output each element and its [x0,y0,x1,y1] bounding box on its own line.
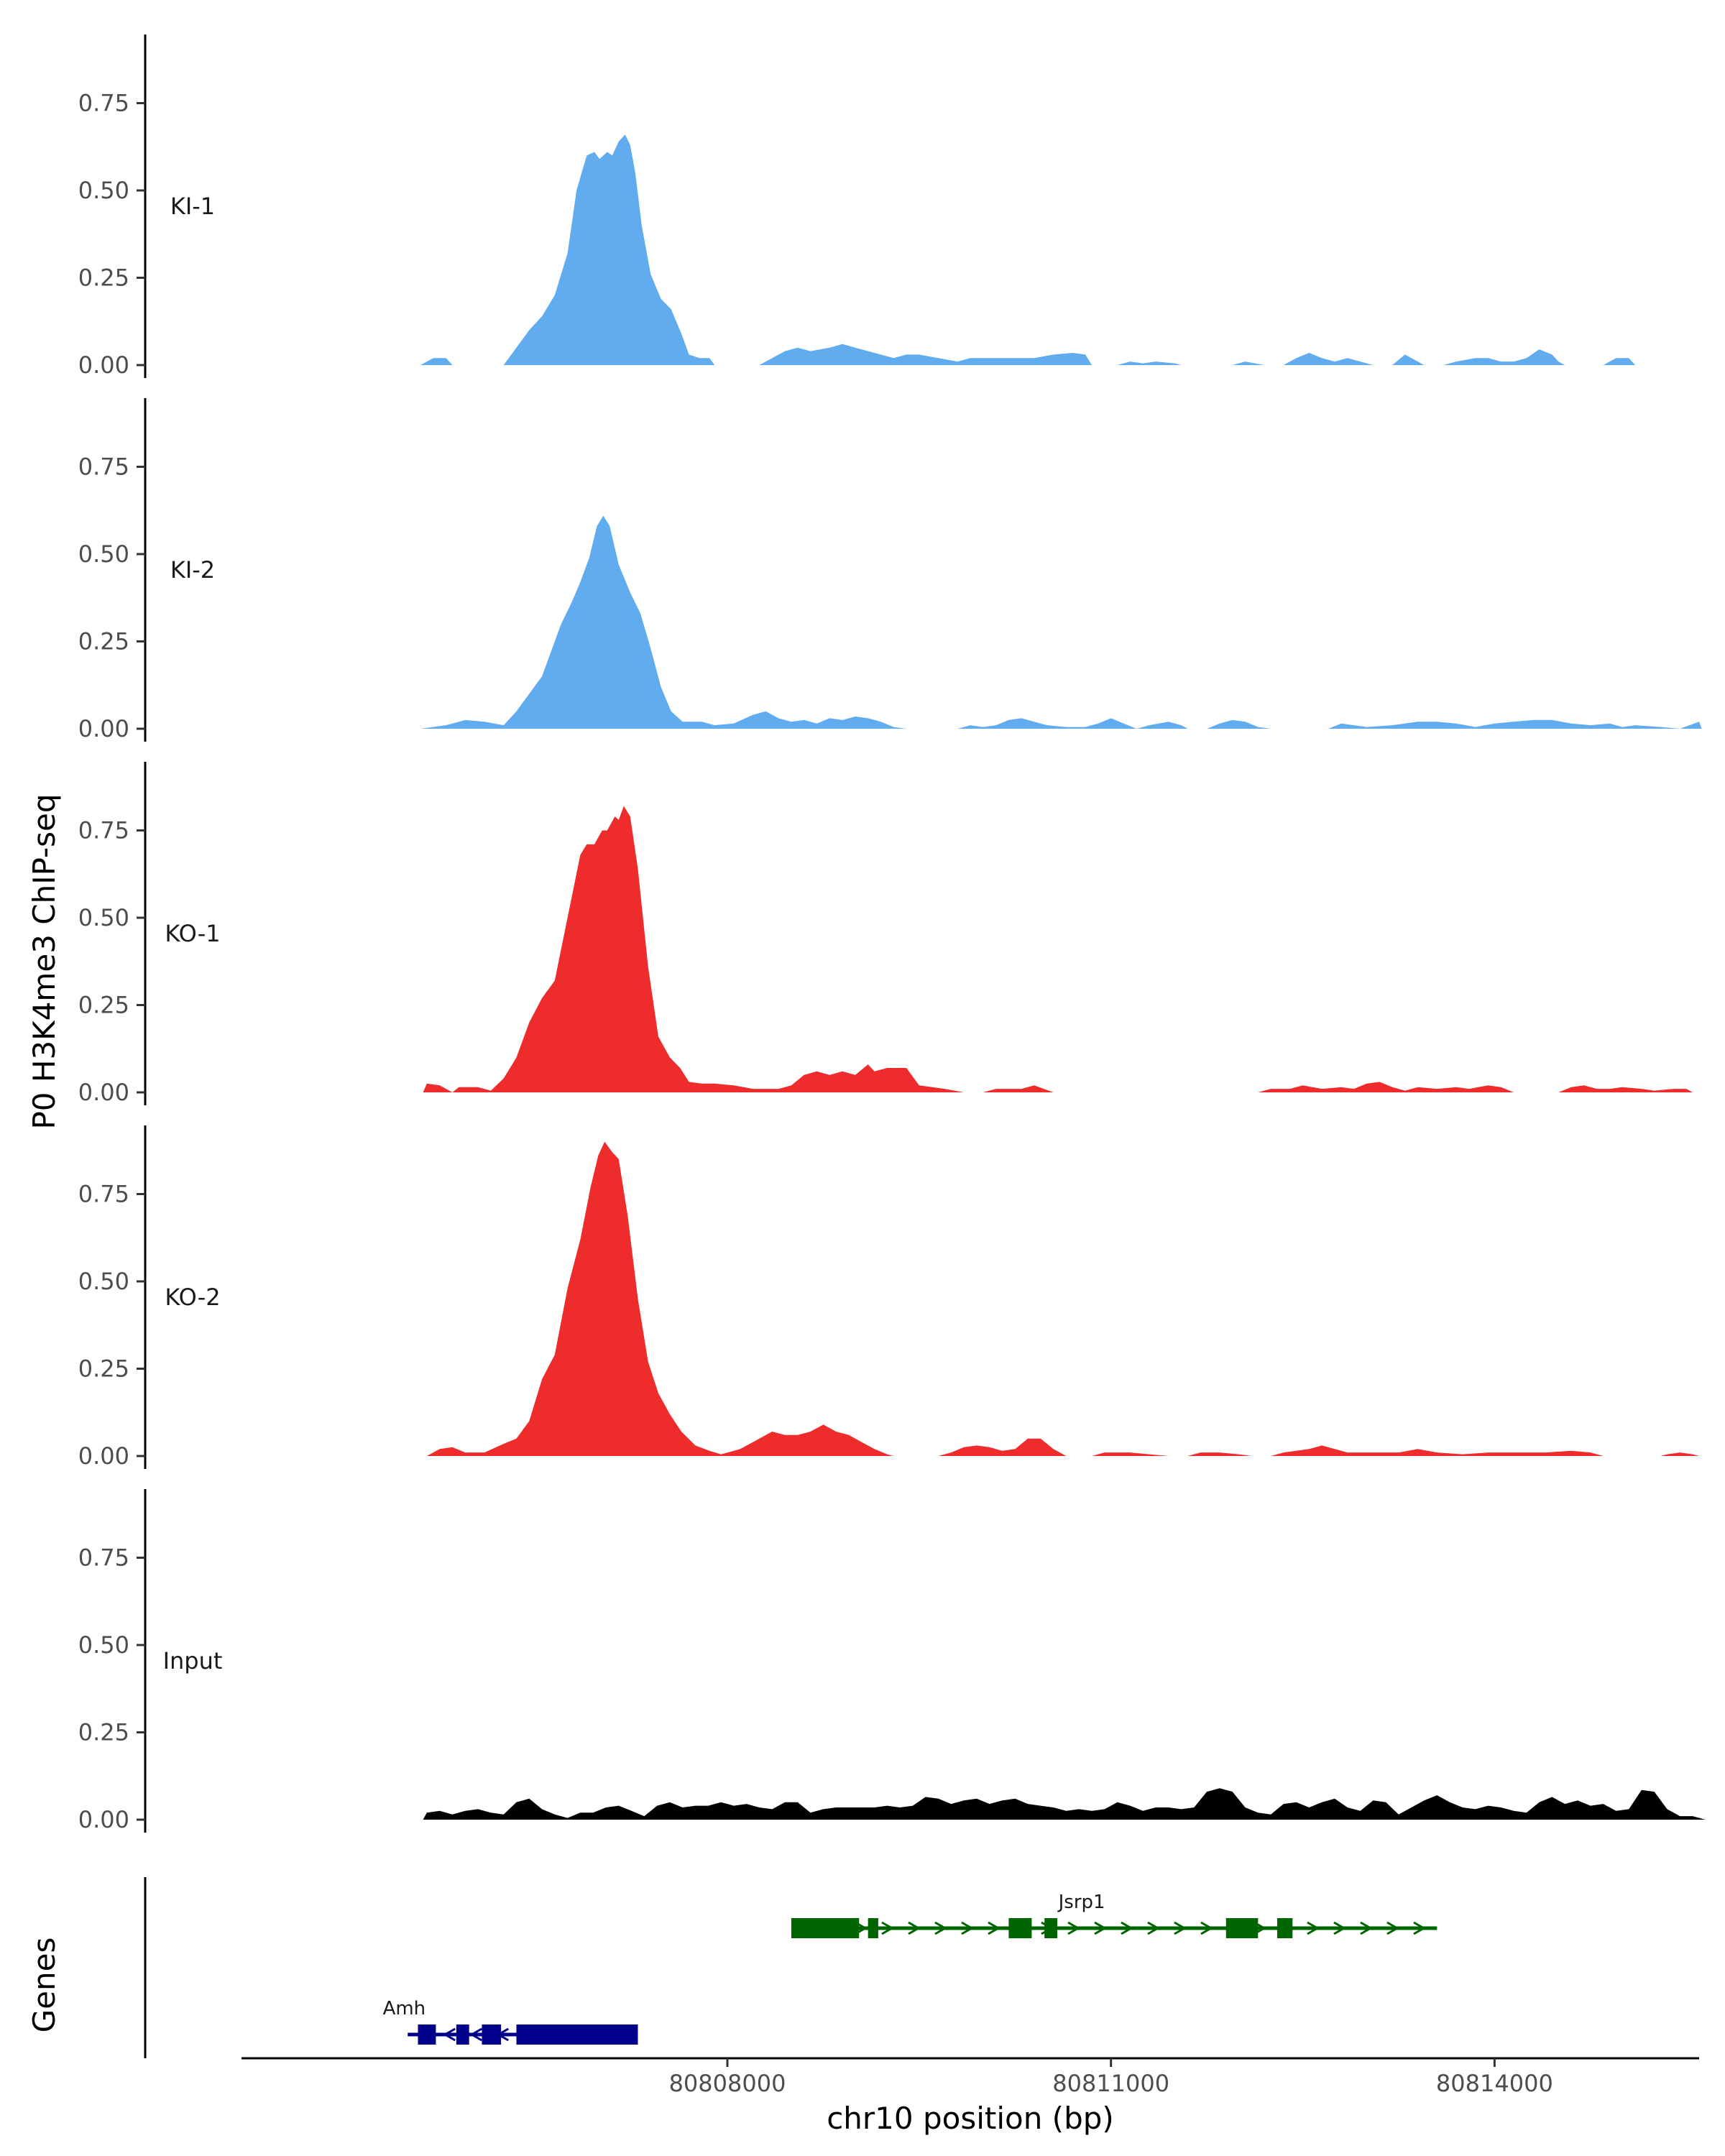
y-tick-label: 0.00 [78,351,129,379]
strand-arrow [908,1921,921,1935]
y-tick-label: 0.75 [78,1181,129,1208]
coverage-area-input [423,1788,1706,1820]
gene-exon [1008,1918,1032,1938]
gene-exon [482,2024,502,2045]
strand-arrow [1121,1921,1133,1935]
track-ki-2: 0.00 0.25 0.50 0.75 KI-2 [78,398,1702,742]
gene-exon [868,1918,878,1938]
y-tick-label: 0.50 [78,1268,129,1295]
y-tick-label: 0.25 [78,628,129,655]
track-label: KI-1 [170,193,215,220]
gene-exon [418,2024,436,2045]
y-tick-label: 0.50 [78,904,129,931]
strand-arrow [1360,1921,1373,1935]
strand-arrow [1174,1921,1187,1935]
gene-label: Amh [383,1998,426,2019]
y-tick-label: 0.75 [78,453,129,481]
gene-label: Jsrp1 [1057,1892,1105,1913]
y-tick-label: 0.75 [78,90,129,117]
coverage-area-ki-1 [420,134,1636,365]
track-label: KO-2 [165,1284,220,1311]
track-label: KO-1 [165,920,220,947]
genes-axis-title: Genes [27,1938,62,2033]
y-tick-label: 0.00 [78,1442,129,1470]
gene-jsrp1: Jsrp1 [791,1892,1438,1938]
strand-arrow [1413,1921,1426,1935]
y-tick-label: 0.00 [78,1079,129,1106]
x-tick-label: 80808000 [669,2070,786,2097]
strand-arrow [934,1921,947,1935]
track-ko-2: 0.00 0.25 0.50 0.75 KO-2 [78,1125,1699,1470]
coverage-tracks: 0.00 0.25 0.50 0.75 KI-1 0.00 0.25 0.50 0.75 KI-2… [78,34,1706,1833]
strand-arrow [1067,1921,1080,1935]
y-axis-title: P0 H3K4me3 ChIP-seq [27,793,62,1129]
y-tick-label: 0.75 [78,817,129,844]
strand-arrow [988,1921,1000,1935]
y-tick-label: 0.25 [78,264,129,292]
y-tick-label: 0.00 [78,715,129,742]
strand-arrow [961,1921,974,1935]
strand-arrow [469,2027,483,2042]
strand-arrow [1147,1921,1160,1935]
strand-arrow [881,1921,894,1935]
track-input: 0.00 0.25 0.50 0.75 Input [78,1489,1706,1833]
track-ko-1: 0.00 0.25 0.50 0.75 KO-1 [78,762,1693,1106]
track-ki-1: 0.00 0.25 0.50 0.75 KI-1 [78,34,1636,379]
track-label: Input [163,1647,223,1674]
gene-exon [1225,1918,1259,1938]
y-tick-label: 0.25 [78,1355,129,1383]
gene-amh: Amh [383,1998,638,2045]
strand-arrow [1200,1921,1213,1935]
gene-annotation-track: Jsrp1 Amh [144,1877,1438,2058]
strand-arrow [1307,1921,1320,1935]
strand-arrow [1094,1921,1107,1935]
y-tick-label: 0.50 [78,1631,129,1659]
y-tick-label: 0.25 [78,992,129,1019]
strand-arrow [1386,1921,1399,1935]
y-tick-label: 0.25 [78,1719,129,1746]
coverage-area-ko-1 [423,806,1693,1092]
strand-arrow [1333,1921,1346,1935]
x-tick-label: 80811000 [1052,2070,1169,2097]
y-tick-label: 0.00 [78,1806,129,1833]
track-label: KI-2 [170,556,215,584]
y-tick-label: 0.50 [78,177,129,204]
y-tick-label: 0.50 [78,540,129,568]
y-tick-label: 0.75 [78,1544,129,1572]
gene-exon [1044,1918,1057,1938]
gene-exon [516,2024,638,2045]
gene-exon [1276,1918,1293,1938]
coverage-area-ko-2 [426,1141,1699,1456]
x-axis-title: chr10 position (bp) [827,2101,1114,2136]
gene-exon [456,2024,469,2045]
x-tick-label: 80814000 [1436,2070,1553,2097]
x-axis: 80808000 80811000 80814000 [242,2057,1699,2097]
coverage-area-ki-2 [420,515,1702,729]
gene-exon [791,1918,860,1938]
strand-arrow [443,2027,456,2042]
